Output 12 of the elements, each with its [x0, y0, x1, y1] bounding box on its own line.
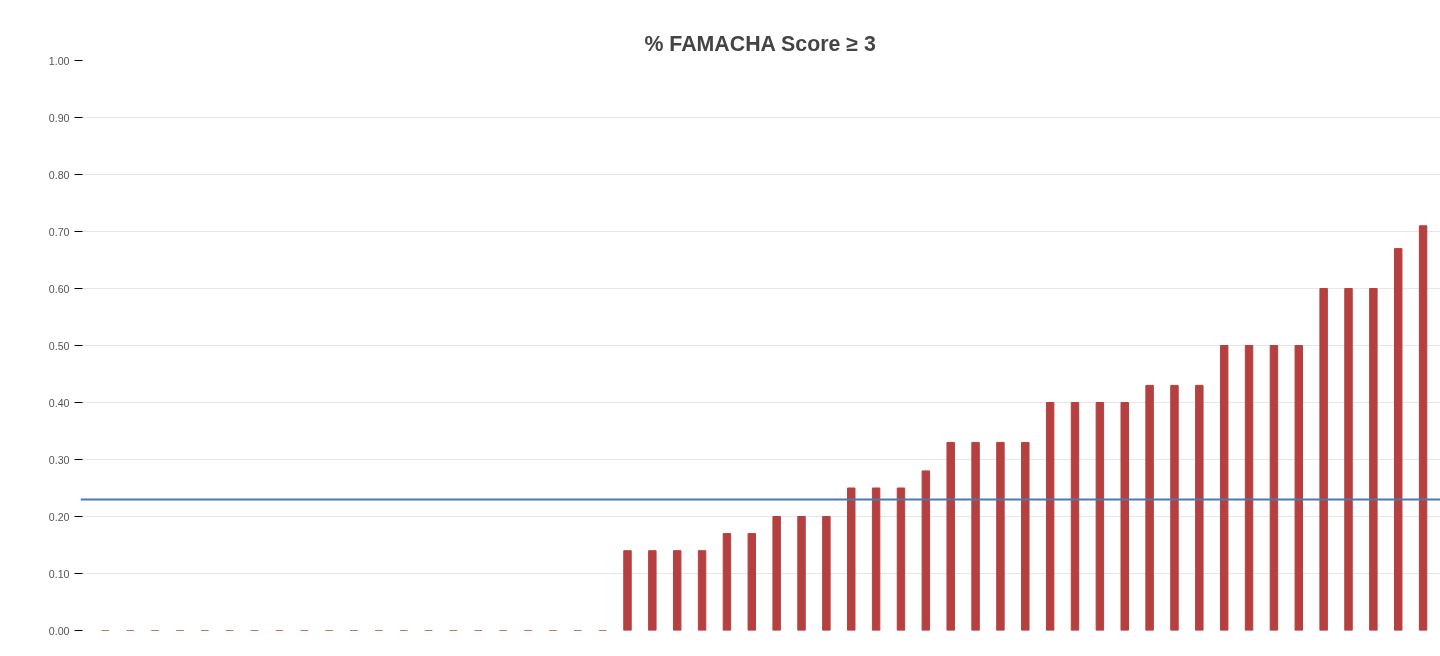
y-tick-label: 0.70 [48, 225, 70, 238]
chart-title: % FAMACHA Score ≥ 3 [644, 31, 876, 56]
y-tick-label: 1.00 [48, 54, 70, 67]
y-tick-label: 0.80 [48, 168, 70, 181]
y-tick-label: 0.10 [48, 567, 70, 580]
y-tick-label: 0.20 [48, 510, 70, 523]
y-tick-label: 0.00 [48, 624, 70, 637]
y-tick-label: 0.40 [48, 396, 70, 409]
y-tick-label: 0.30 [48, 453, 70, 466]
y-tick-label: 0.90 [48, 111, 70, 124]
y-tick-label: 0.60 [48, 282, 70, 295]
y-tick-label: 0.50 [48, 339, 70, 352]
